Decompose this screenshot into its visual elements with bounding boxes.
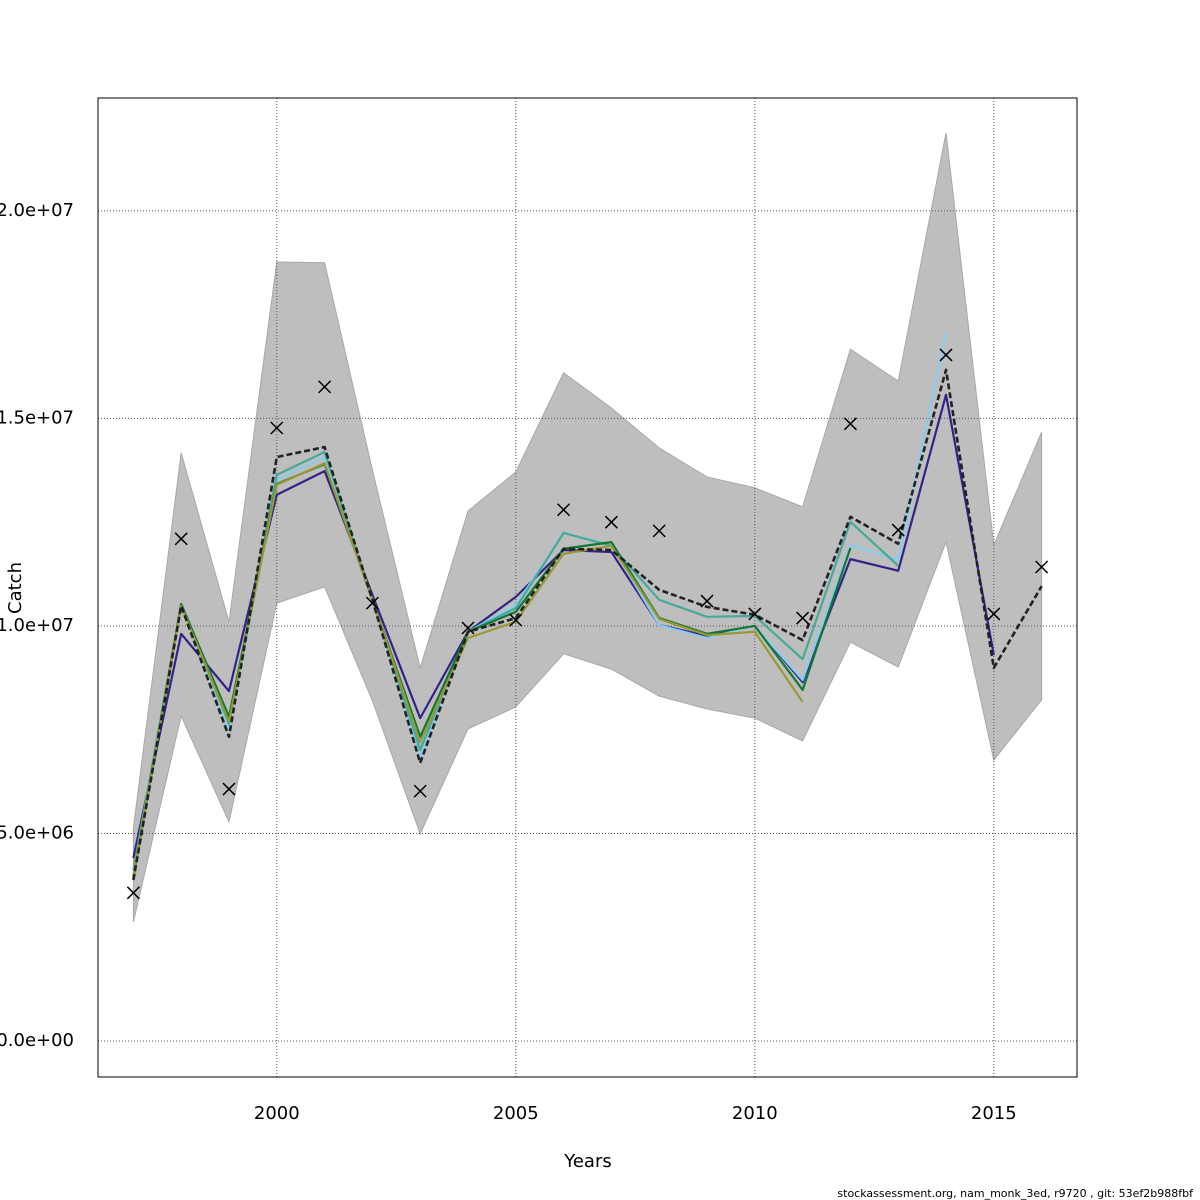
x-axis-label: Years [563, 1151, 612, 1172]
retro-line [132, 462, 804, 877]
observation [796, 611, 810, 625]
plot-frame [97, 97, 1078, 1078]
observation [509, 613, 523, 627]
estimate-line [132, 368, 1043, 881]
x-tick-label: 2000 [254, 1103, 300, 1124]
observation [939, 348, 953, 362]
observation [222, 782, 236, 796]
y-tick-label: 0.0e+00 [0, 1030, 74, 1051]
observation [652, 524, 666, 538]
observation [843, 417, 857, 431]
observation [413, 784, 427, 798]
x-tick-label: 2010 [732, 1103, 778, 1124]
observation [891, 523, 905, 537]
observation [270, 421, 284, 435]
y-tick-label: 2.0e+07 [0, 200, 74, 221]
observation [987, 607, 1001, 621]
y-tick-label: 5.0e+06 [0, 822, 74, 843]
y-tick-label: 1.0e+07 [0, 615, 74, 636]
confidence-band [132, 132, 1043, 923]
observation [126, 886, 140, 900]
observation [700, 594, 714, 608]
observation [557, 503, 571, 517]
observation [748, 607, 762, 621]
observation [1035, 560, 1049, 574]
observation [365, 596, 379, 610]
y-tick-label: 1.5e+07 [0, 407, 74, 428]
observation [604, 515, 618, 529]
x-tick-label: 2005 [493, 1103, 539, 1124]
x-tick-label: 2015 [971, 1103, 1017, 1124]
observation [461, 621, 475, 635]
observation [174, 532, 188, 546]
y-axis-label: Catch [5, 562, 26, 614]
observation [318, 380, 332, 394]
footer: stockassessment.org, nam_monk_3ed, r9720… [837, 1187, 1194, 1200]
